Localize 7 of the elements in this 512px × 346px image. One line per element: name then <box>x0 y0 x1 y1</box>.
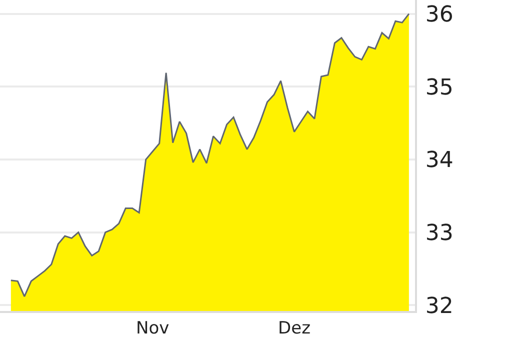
x-tick-label: Dez <box>278 318 311 338</box>
y-tick-label: 35 <box>425 75 454 100</box>
y-tick-label: 36 <box>425 2 454 28</box>
y-tick-label: 34 <box>425 148 454 174</box>
y-tick-label: 33 <box>425 221 454 246</box>
x-tick-label: Nov <box>136 318 170 338</box>
y-tick-label: 32 <box>425 294 454 319</box>
